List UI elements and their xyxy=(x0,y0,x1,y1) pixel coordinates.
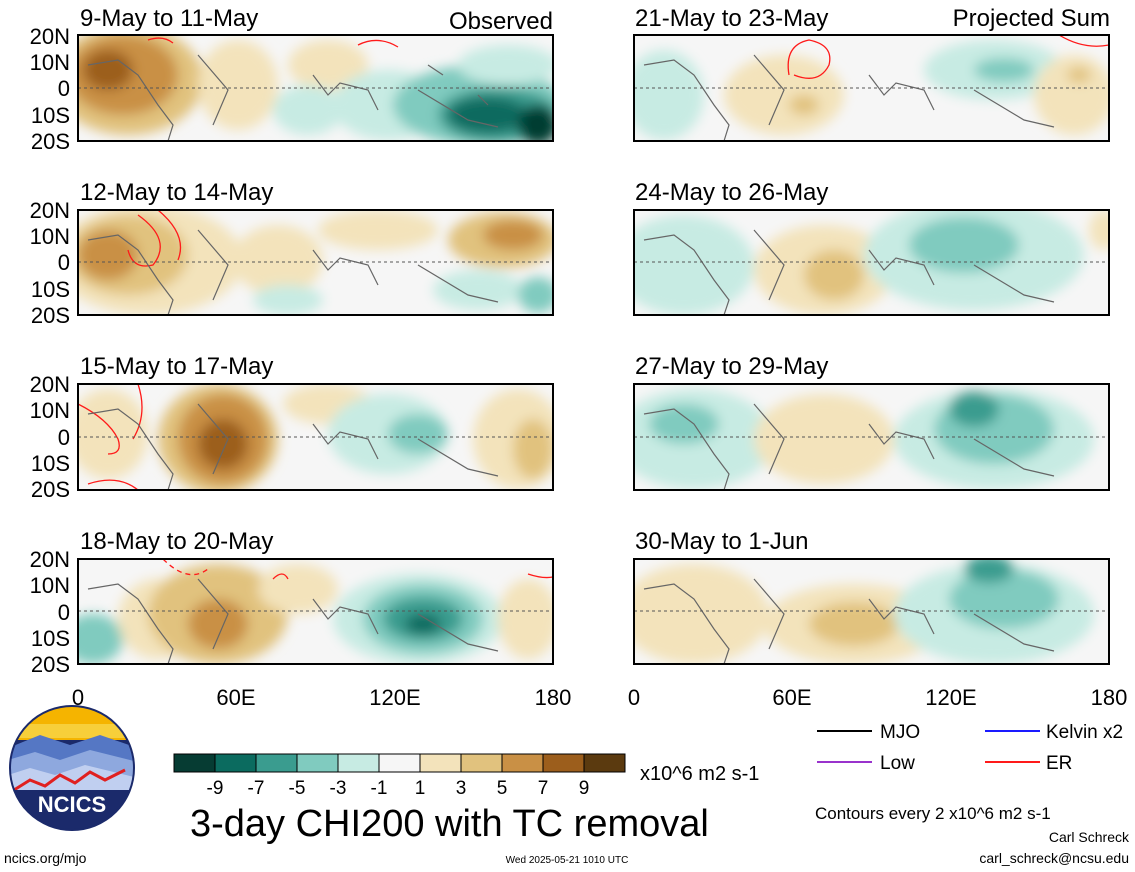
lat-label: 10N xyxy=(30,224,70,249)
lat-label: 0 xyxy=(58,250,70,275)
longitude-labels: 0 60E 120E 180 0 60E 120E 180 xyxy=(72,685,1127,710)
panel-4-title: 18-May to 20-May xyxy=(80,528,273,555)
colorbar-tick-label: -9 xyxy=(207,778,224,799)
legend-label-mjo: MJO xyxy=(880,722,920,743)
colorbar-swatch xyxy=(214,753,257,773)
lat-label: 20N xyxy=(30,24,70,49)
panel-7-title: 27-May to 29-May xyxy=(635,353,828,380)
colorbar-swatch xyxy=(419,753,462,773)
lat-label: 10S xyxy=(31,626,70,651)
map-panel-3 xyxy=(77,383,554,491)
contour-note: Contours every 2 x10^6 m2 s-1 xyxy=(815,804,1051,823)
panel-8-title: 30-May to 1-Jun xyxy=(635,528,808,555)
lat-label: 20N xyxy=(30,372,70,397)
ncics-logo: NCICS xyxy=(9,705,135,831)
lat-label: 0 xyxy=(58,600,70,625)
colorbar-tick-label: -3 xyxy=(330,778,347,799)
lat-label: 10N xyxy=(30,398,70,423)
author-name: Carl Schreck xyxy=(1049,829,1130,845)
map-panel-4 xyxy=(77,558,554,665)
colorbar-tick-label: 9 xyxy=(579,778,590,799)
timestamp: Wed 2025-05-21 1010 UTC xyxy=(506,855,629,866)
colorbar-tick-label: -7 xyxy=(248,778,265,799)
colorbar-swatch xyxy=(173,753,216,773)
legend-label-kelvin: Kelvin x2 xyxy=(1046,722,1123,743)
lon-label: 120E xyxy=(369,685,420,710)
colorbar-tick-label: 1 xyxy=(415,778,426,799)
main-title: 3-day CHI200 with TC removal xyxy=(190,803,709,845)
lon-label: 0 xyxy=(628,685,640,710)
contour-legend: MJO Kelvin x2 Low ER xyxy=(817,722,1123,774)
colorbar-swatch xyxy=(337,753,380,773)
lat-label: 10S xyxy=(31,103,70,128)
map-panel-1 xyxy=(77,34,554,142)
lat-label: 0 xyxy=(58,425,70,450)
colorbar-tick-label: -5 xyxy=(289,778,306,799)
lon-label: 120E xyxy=(925,685,976,710)
colorbar-units: x10^6 m2 s-1 xyxy=(640,763,759,785)
colorbar-tick-label: 3 xyxy=(456,778,467,799)
map-panel-2 xyxy=(77,209,554,316)
lat-label: 10S xyxy=(31,451,70,476)
lat-label: 20N xyxy=(30,547,70,572)
map-panel-6 xyxy=(633,209,1110,316)
author-email: carl_schreck@ncsu.edu xyxy=(979,850,1129,866)
lat-label: 10N xyxy=(30,573,70,598)
logo-text: NCICS xyxy=(38,792,106,817)
colorbar-swatch xyxy=(583,753,626,773)
map-panel-7 xyxy=(633,383,1110,491)
panel-2-title: 12-May to 14-May xyxy=(80,179,273,206)
panel-3-title: 15-May to 17-May xyxy=(80,353,273,380)
lat-label: 0 xyxy=(58,76,70,101)
website-link[interactable]: ncics.org/mjo xyxy=(4,850,87,866)
colorbar-tick-label: -1 xyxy=(371,778,388,799)
colorbar-swatch xyxy=(378,753,421,773)
colorbar: -9 -7 -5 -3 -1 1 3 5 7 9 xyxy=(173,753,626,799)
legend-label-low: Low xyxy=(880,753,915,774)
lat-label: 20S xyxy=(31,652,70,677)
panel-1-title: 9-May to 11-May xyxy=(80,5,258,32)
lon-label: 60E xyxy=(772,685,811,710)
colorbar-swatch xyxy=(296,753,339,773)
lat-label: 20N xyxy=(30,198,70,223)
colorbar-swatch xyxy=(255,753,298,773)
lat-label: 10N xyxy=(30,50,70,75)
observed-label: Observed xyxy=(449,8,553,35)
lon-label: 180 xyxy=(1091,685,1128,710)
lat-label: 20S xyxy=(31,477,70,502)
colorbar-swatch xyxy=(501,753,544,773)
lon-label: 0 xyxy=(72,685,84,710)
lon-label: 60E xyxy=(216,685,255,710)
legend-label-er: ER xyxy=(1046,753,1072,774)
lat-label: 20S xyxy=(31,303,70,328)
map-panel-8 xyxy=(633,558,1110,665)
panel-5-title: 21-May to 23-May xyxy=(635,5,828,32)
latitude-labels: 20N 10N 0 10S 20S 20N 10N 0 10S 20S 20N … xyxy=(30,24,70,677)
colorbar-swatch xyxy=(542,753,585,773)
colorbar-tick-label: 7 xyxy=(538,778,549,799)
colorbar-swatch xyxy=(460,753,503,773)
panel-6-title: 24-May to 26-May xyxy=(635,179,828,206)
lon-label: 180 xyxy=(535,685,572,710)
map-panel-5 xyxy=(633,34,1110,142)
colorbar-tick-label: 5 xyxy=(497,778,508,799)
projected-sum-label: Projected Sum xyxy=(953,5,1110,32)
lat-label: 10S xyxy=(31,277,70,302)
lat-label: 20S xyxy=(31,129,70,154)
